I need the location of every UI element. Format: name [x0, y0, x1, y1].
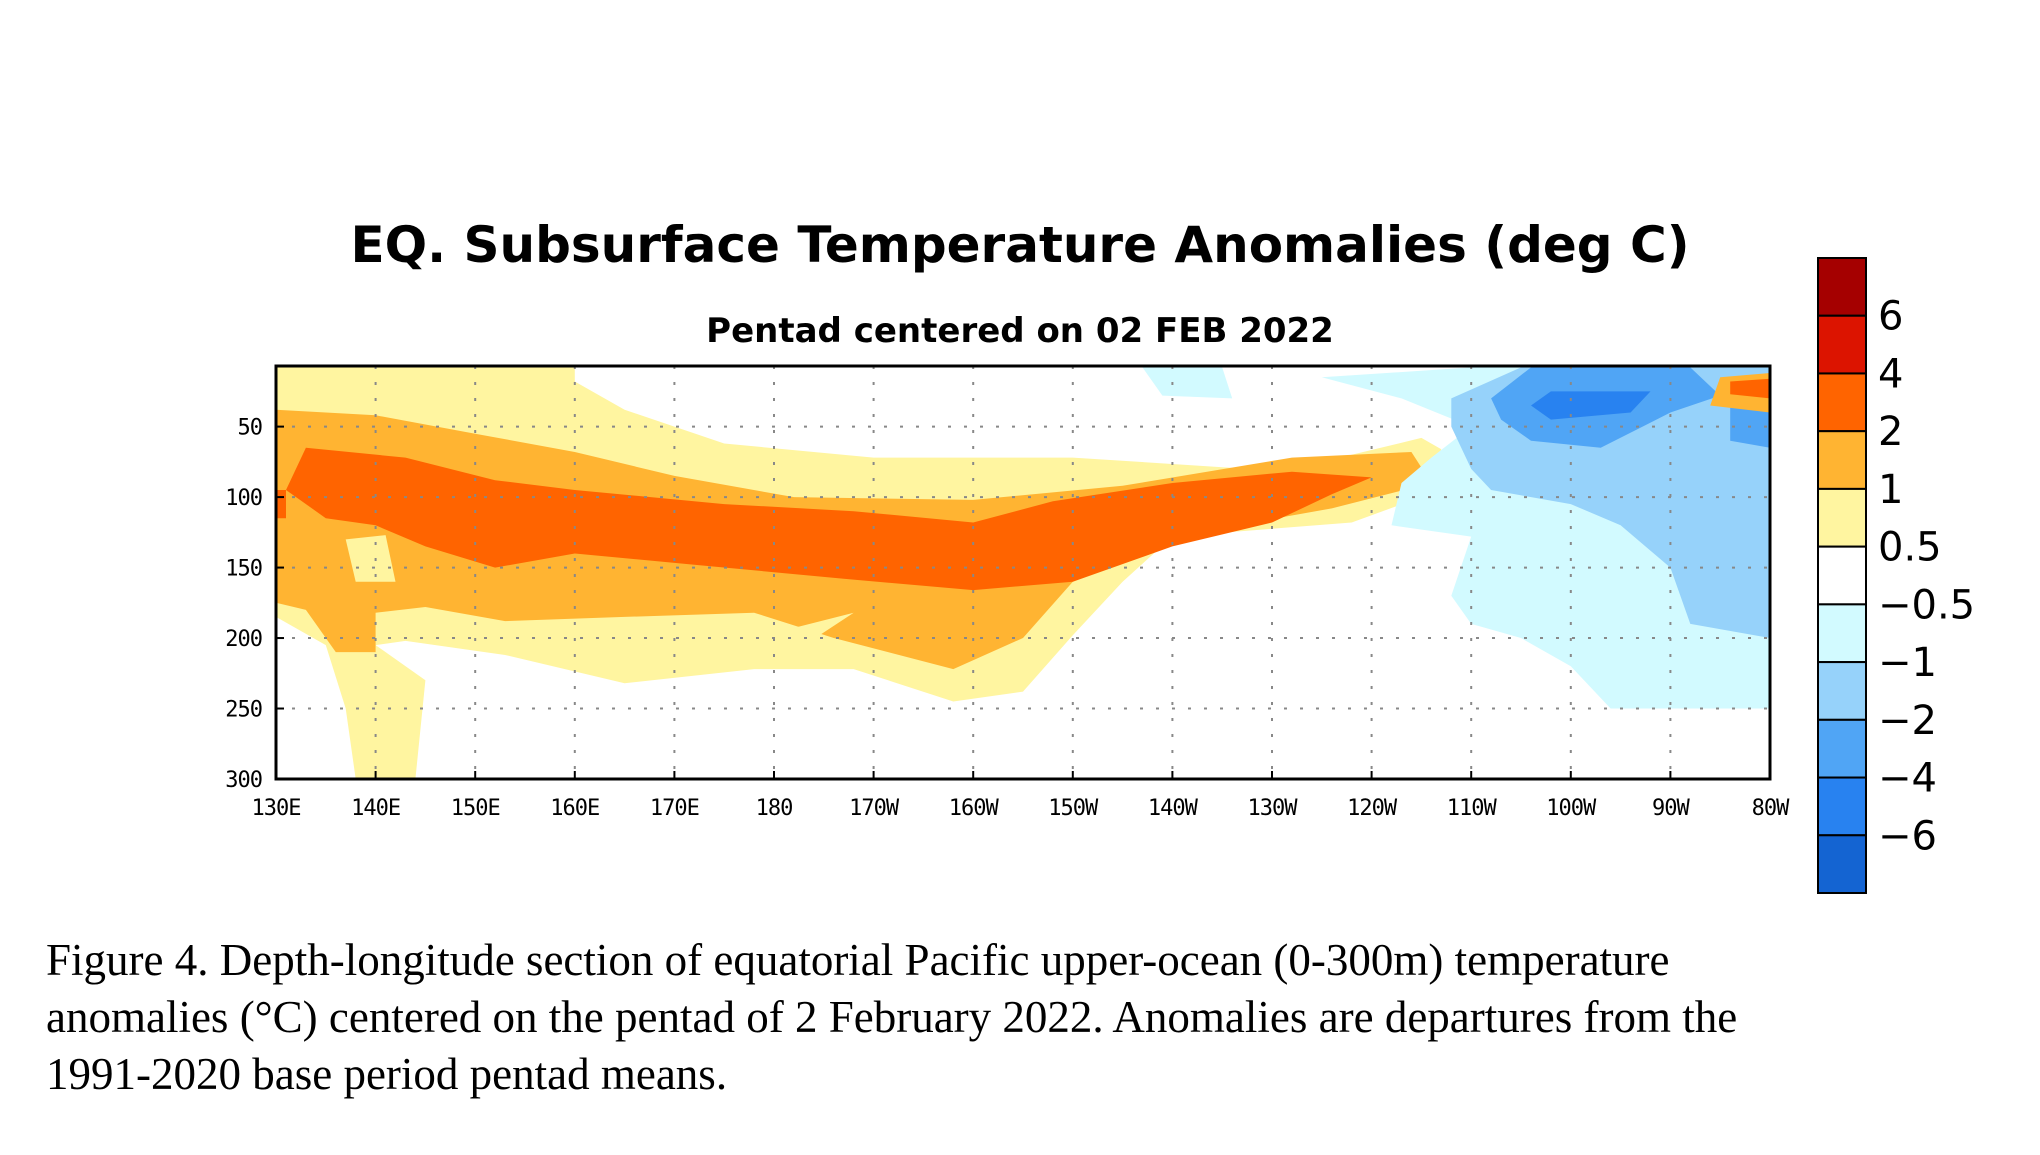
chart-subtitle: Pentad centered on 02 FEB 2022	[706, 311, 1334, 351]
colorbar-swatch	[1817, 603, 1867, 664]
y-tick-label: 50	[238, 416, 263, 441]
anomaly-region-13	[1730, 378, 1770, 399]
x-tick-label: 90W	[1652, 796, 1690, 821]
colorbar-swatch	[1817, 314, 1867, 375]
y-tick-label: 100	[225, 486, 262, 511]
anomaly-region-7	[1142, 367, 1233, 399]
colorbar-label: −4	[1878, 756, 1937, 802]
colorbar-label: 6	[1878, 294, 1903, 340]
x-tick-label: 100W	[1546, 796, 1597, 821]
colorbar-swatch	[1817, 834, 1867, 894]
colorbar-swatch	[1817, 718, 1867, 779]
y-tick-label: 250	[225, 698, 262, 723]
chart-title: EQ. Subsurface Temperature Anomalies (de…	[350, 216, 1689, 274]
caption-line-2: anomalies (°C) centered on the pentad of…	[46, 992, 1738, 1042]
y-tick-label: 150	[225, 557, 262, 582]
colorbar-swatch	[1817, 545, 1867, 606]
subsurface-anomaly-chart: EQ. Subsurface Temperature Anomalies (de…	[225, 216, 1975, 894]
x-tick-label: 140W	[1148, 796, 1199, 821]
colorbar-swatch	[1817, 776, 1867, 837]
colorbar-swatch	[1817, 487, 1867, 548]
colorbar-label: 1	[1878, 467, 1903, 513]
colorbar-label: −0.5	[1878, 582, 1975, 628]
anomaly-region-11	[1531, 391, 1651, 420]
x-tick-label: 160W	[949, 796, 1000, 821]
colorbar-label: 4	[1878, 351, 1903, 397]
x-tick-label: 110W	[1447, 796, 1498, 821]
colorbar-label: −6	[1878, 813, 1937, 859]
plot-frame	[274, 364, 1772, 781]
x-tick-label: 130E	[252, 796, 301, 821]
x-tick-label: 140E	[351, 796, 400, 821]
colorbar-swatch	[1817, 661, 1867, 721]
figure-caption: Figure 4. Depth-longitude section of equ…	[46, 932, 2006, 1103]
y-tick-label: 300	[225, 768, 262, 793]
x-tick-label: 80W	[1752, 796, 1790, 821]
colorbar-swatch	[1817, 372, 1867, 433]
x-tick-label: 170W	[849, 796, 900, 821]
x-tick-label: 150E	[451, 796, 500, 821]
anomaly-region-4	[286, 447, 1372, 591]
x-tick-label: 120W	[1347, 796, 1398, 821]
caption-line-3: 1991-2020 base period pentad means.	[46, 1049, 728, 1099]
colorbar-swatch	[1817, 430, 1867, 490]
anomaly-region-3	[724, 612, 854, 655]
x-tick-label: 130W	[1248, 796, 1299, 821]
anomaly-region-2	[345, 535, 396, 582]
x-tick-label: 160E	[550, 796, 599, 821]
x-tick-label: 170E	[650, 796, 699, 821]
colorbar-label: −1	[1878, 640, 1937, 686]
y-tick-label: 200	[225, 627, 262, 652]
x-tick-label: 180	[756, 796, 793, 821]
colorbar-label: −2	[1878, 698, 1937, 744]
colorbar-swatch	[1817, 257, 1867, 317]
x-tick-label: 150W	[1048, 796, 1099, 821]
colorbar-label: 0.5	[1878, 525, 1942, 571]
colorbar-label: 2	[1878, 409, 1903, 455]
caption-line-1: Figure 4. Depth-longitude section of equ…	[46, 935, 1670, 985]
